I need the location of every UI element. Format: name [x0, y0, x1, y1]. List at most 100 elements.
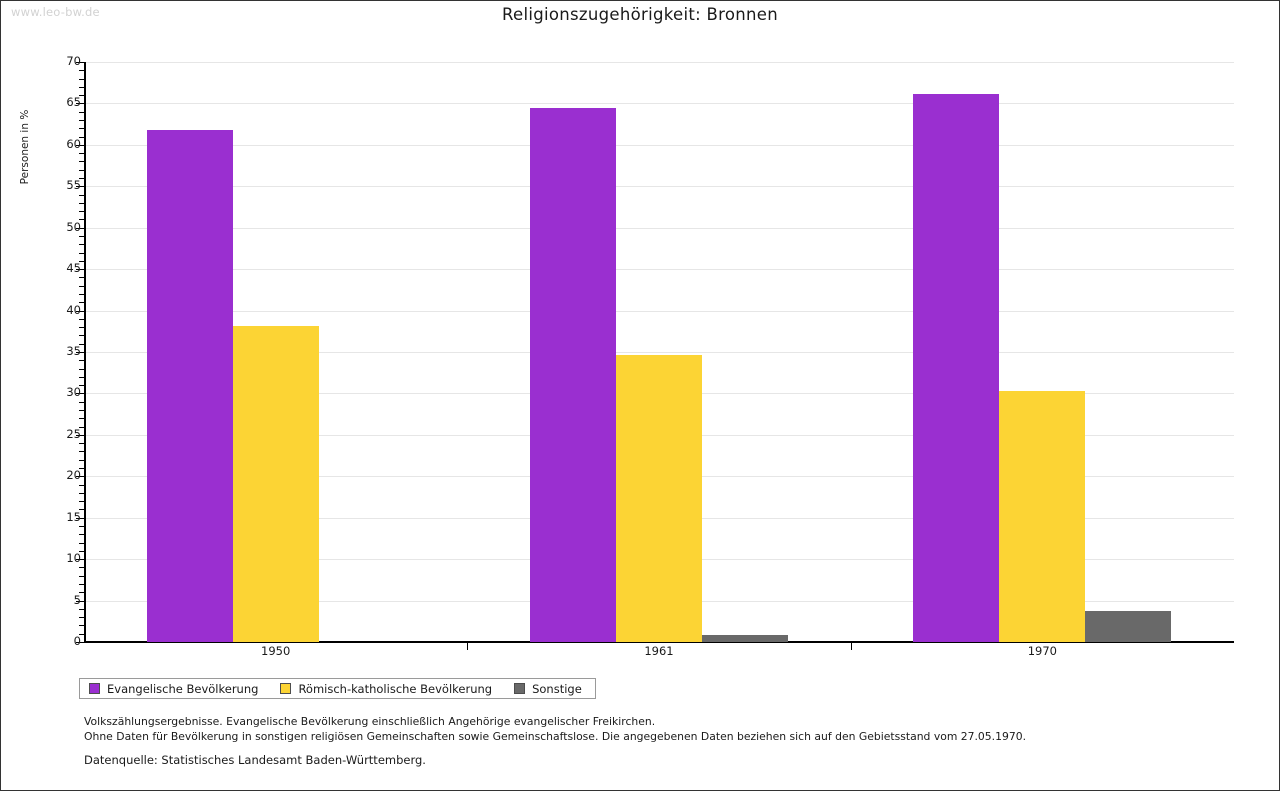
y-tick-minor [79, 443, 84, 445]
gridline [84, 352, 1234, 353]
legend-swatch-icon [280, 683, 292, 694]
y-tick-minor [79, 219, 84, 221]
y-tick-minor [79, 368, 84, 370]
y-tick-label: 55 [66, 178, 81, 193]
y-tick-minor [79, 401, 84, 403]
y-tick-label: 0 [73, 634, 81, 648]
y-tick-label: 45 [66, 261, 81, 276]
y-tick-minor [79, 161, 84, 163]
y-tick-minor [79, 202, 84, 204]
y-tick [76, 559, 84, 561]
legend-item-3[interactable]: Sonstige [514, 682, 582, 696]
y-tick [76, 62, 84, 63]
y-tick-minor [79, 459, 84, 461]
bar-1970-1 [913, 93, 1000, 642]
y-tick-minor [79, 410, 84, 411]
y-tick-minor [79, 608, 84, 610]
y-tick-label: 40 [66, 302, 81, 317]
y-tick-minor [79, 302, 84, 304]
y-tick-label: 60 [66, 136, 81, 151]
legend-label: Evangelische Bevölkerung [107, 681, 259, 696]
y-tick-minor [79, 153, 84, 155]
y-tick [76, 269, 84, 271]
watermark: www.leo-bw.de [11, 5, 100, 19]
y-tick-minor [79, 617, 84, 619]
y-tick-minor [79, 418, 84, 420]
legend-item-1[interactable]: Evangelische Bevölkerung [89, 682, 258, 696]
y-tick-minor [79, 385, 84, 387]
y-tick-minor [79, 534, 84, 536]
data-source: Datenquelle: Statistisches Landesamt Bad… [84, 753, 426, 767]
x-tick [467, 643, 469, 650]
legend-swatch-icon [514, 683, 526, 694]
y-tick-minor [79, 360, 84, 362]
y-tick [76, 352, 84, 353]
y-tick-label: 10 [66, 551, 81, 566]
legend-label: Römisch-katholische Bevölkerung [298, 681, 493, 696]
y-tick-minor [79, 111, 84, 113]
y-tick-minor [79, 260, 84, 262]
y-tick-label: 15 [66, 509, 81, 524]
gridline [84, 144, 1234, 146]
y-tick [76, 186, 84, 188]
y-tick [76, 600, 84, 602]
y-tick [76, 310, 84, 312]
y-tick [76, 103, 84, 105]
y-tick [76, 144, 84, 146]
y-tick-minor [79, 95, 84, 97]
y-tick-minor [79, 136, 84, 138]
y-tick-minor [79, 318, 84, 320]
gridline [84, 227, 1234, 229]
bar-1961-1 [530, 107, 616, 642]
y-tick-minor [79, 277, 84, 279]
y-tick [76, 642, 84, 643]
y-tick-minor [79, 285, 84, 287]
bar-1950-1 [146, 129, 233, 642]
y-tick-minor [79, 78, 84, 80]
footnote-line-2: Ohne Daten für Bevölkerung in sonstigen … [84, 730, 1027, 743]
y-tick-minor [79, 194, 84, 196]
x-axis-line [84, 641, 1234, 643]
y-tick [76, 517, 84, 519]
y-tick-minor [79, 128, 84, 130]
x-tick [850, 643, 852, 650]
y-tick-label: 20 [66, 468, 81, 483]
y-tick [76, 476, 84, 478]
gridline [84, 186, 1234, 188]
y-tick-minor [79, 335, 84, 337]
y-tick-minor [79, 575, 84, 577]
bar-1961-3 [702, 634, 788, 642]
legend-item-2[interactable]: Römisch-katholische Bevölkerung [280, 682, 492, 696]
y-tick-minor [79, 252, 84, 254]
y-tick-label: 35 [66, 344, 81, 358]
bar-1970-2 [999, 390, 1086, 642]
y-tick [76, 393, 84, 395]
y-axis-line [84, 62, 86, 643]
y-tick-minor [79, 484, 84, 486]
bar-1961-2 [616, 354, 702, 642]
y-tick-minor [79, 567, 84, 569]
gridline [84, 310, 1234, 312]
bar-1970-3 [1085, 611, 1172, 642]
y-tick-minor [79, 592, 84, 594]
y-tick-minor [79, 526, 84, 527]
plot-area [84, 62, 1234, 642]
y-tick-minor [79, 509, 84, 511]
y-tick [76, 227, 84, 229]
y-tick [76, 434, 84, 436]
x-tick-label-1950: 1950 [261, 644, 291, 658]
y-tick-minor [79, 376, 84, 378]
footnotes: Volkszählungsergebnisse. Evangelische Be… [84, 714, 1026, 744]
gridline [84, 269, 1234, 271]
y-tick-minor [79, 169, 84, 171]
y-tick-minor [79, 426, 84, 428]
y-tick-minor [79, 178, 84, 179]
y-tick-minor [79, 492, 84, 494]
y-tick-minor [79, 625, 84, 627]
footnote-line-1: Volkszählungsergebnisse. Evangelische Be… [84, 715, 656, 728]
y-tick-minor [79, 244, 84, 246]
y-tick-label: 25 [66, 426, 81, 441]
y-tick-minor [79, 468, 84, 469]
page-title: Religionszugehörigkeit: Bronnen [501, 5, 779, 24]
y-tick-minor [79, 236, 84, 237]
